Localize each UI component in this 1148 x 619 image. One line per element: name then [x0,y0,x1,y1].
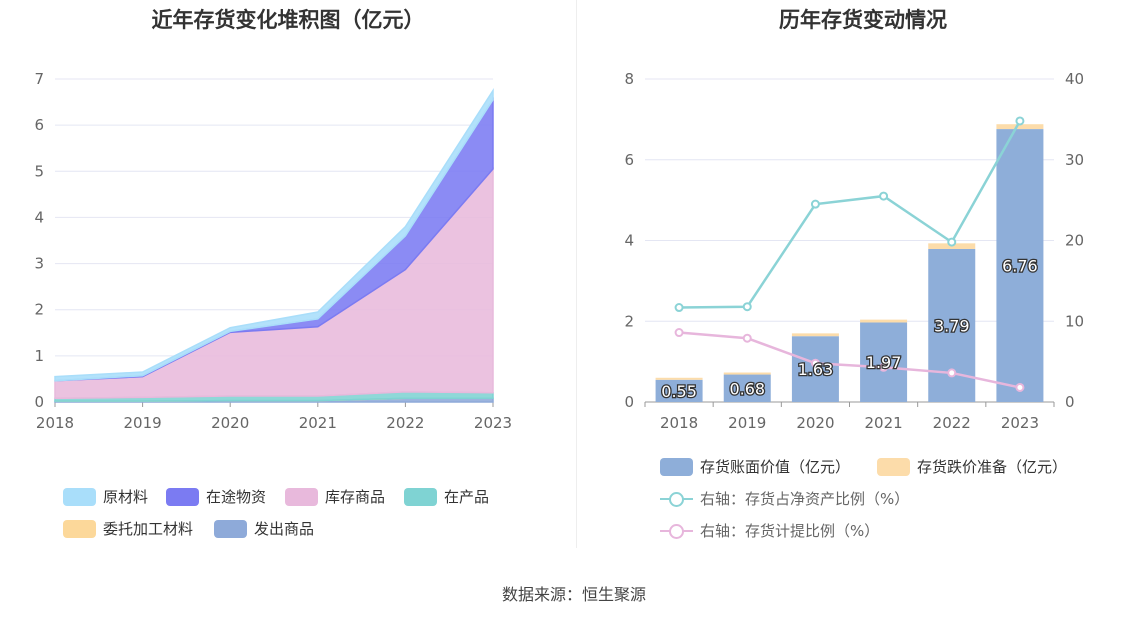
line-point [947,237,957,247]
line-point [1015,116,1025,126]
right-x-tick-label: 2018 [660,414,698,432]
right-x-tick-label: 2022 [933,414,971,432]
left-y-tick-label: 2 [34,301,44,319]
legend-swatch [660,457,693,476]
legend-swatch [404,487,437,506]
area-原材料 [54,87,494,382]
legend-item-存货跌价准备（亿元）[interactable]: 存货跌价准备（亿元） [877,456,1067,477]
bar-book-value [996,129,1044,402]
line-point [674,328,684,338]
right-y-tick-label: 2 [624,312,634,330]
legend-label: 委托加工材料 [103,520,194,538]
legend-label: 存货账面价值（亿元） [700,458,851,476]
legend-label: 在产品 [444,488,490,506]
bar-book-value [655,379,703,402]
bar-book-value [791,336,839,402]
left-y-tick-label: 4 [34,208,44,226]
legend-label: 在途物资 [206,488,267,506]
left-y-tick-label: 3 [34,255,44,273]
line-point [674,303,684,313]
line-point [1015,382,1025,392]
line-point [879,191,889,201]
bar-reserve [860,319,908,323]
legend-swatch [877,457,910,476]
line-point [810,199,820,209]
bar-value-label: 1.97 [866,353,902,372]
legend-item-在途物资[interactable]: 在途物资 [166,486,266,507]
line-point [742,302,752,312]
right-x-tick-label: 2021 [864,414,902,432]
legend-label: 右轴：存货计提比例（%） [700,522,880,540]
right-y2-tick-label: 10 [1065,312,1084,330]
legend-swatch [63,519,96,538]
left-x-tick-label: 2021 [299,414,337,432]
right-y-tick-label: 6 [624,151,634,169]
legend-item-库存商品[interactable]: 库存商品 [285,486,385,507]
bar-value-label: 0.55 [661,382,697,401]
left-y-tick-label: 1 [34,347,44,365]
left-y-tick-label: 7 [34,70,44,88]
line-point [879,362,889,372]
left-y-tick-label: 5 [34,162,44,180]
left-chart-title: 近年存货变化堆积图（亿元） [151,8,425,32]
left-x-tick-label: 2019 [124,414,162,432]
right-x-tick-label: 2020 [796,414,834,432]
legend-label: 右轴：存货占净资产比例（%） [700,490,910,508]
legend-swatch [63,487,96,506]
legend-swatch [166,487,199,506]
right-y-tick-label: 0 [624,393,634,411]
bar-reserve [996,124,1044,130]
left-x-tick-label: 2022 [386,414,424,432]
bar-book-value [723,374,771,402]
line-net-asset-ratio [679,120,1022,309]
legend-label: 库存商品 [325,488,386,506]
legend-item-右轴：存货计提比例（%）[interactable]: 右轴：存货计提比例（%） [660,520,879,541]
bar-value-label: 3.79 [934,316,970,335]
legend-item-在产品[interactable]: 在产品 [404,486,489,507]
right-y2-tick-label: 20 [1065,232,1084,250]
legend-item-发出商品[interactable]: 发出商品 [214,518,314,539]
chart-divider [576,0,577,548]
bar-value-label: 1.63 [798,360,834,379]
data-source: 数据来源：恒生聚源 [501,585,646,604]
right-y2-tick-label: 0 [1065,393,1075,411]
legend-swatch [660,490,693,508]
right-y2-tick-label: 30 [1065,151,1084,169]
bar-value-label: 6.76 [1002,257,1038,276]
legend-label: 原材料 [103,488,149,506]
legend-label: 存货跌价准备（亿元） [917,458,1068,476]
line-point [810,358,820,368]
legend-item-委托加工材料[interactable]: 委托加工材料 [63,518,193,539]
left-y-tick-label: 6 [34,116,44,134]
bar-book-value [860,322,908,402]
right-y-tick-label: 4 [624,232,634,250]
line-point [742,333,752,343]
legend-swatch [660,522,693,540]
legend-swatch [214,519,247,538]
line-provision-ratio [678,331,1021,389]
left-x-tick-label: 2023 [474,414,512,432]
legend-item-右轴：存货占净资产比例（%）[interactable]: 右轴：存货占净资产比例（%） [660,488,909,509]
left-x-tick-label: 2018 [36,414,74,432]
right-chart-title: 历年存货变动情况 [779,8,947,32]
right-x-tick-label: 2023 [1001,414,1039,432]
right-y-tick-label: 8 [624,70,634,88]
right-y2-tick-label: 40 [1065,70,1084,88]
bar-value-label: 0.68 [729,379,765,398]
legend-item-原材料[interactable]: 原材料 [63,486,148,507]
line-point [947,368,957,378]
left-x-tick-label: 2020 [211,414,249,432]
bar-reserve [791,333,839,337]
legend-item-存货账面价值（亿元）[interactable]: 存货账面价值（亿元） [660,456,850,477]
right-x-tick-label: 2019 [728,414,766,432]
bar-reserve [723,372,771,375]
left-y-tick-label: 0 [34,393,44,411]
bar-reserve [655,377,703,380]
legend-label: 发出商品 [254,520,315,538]
legend-swatch [285,487,318,506]
